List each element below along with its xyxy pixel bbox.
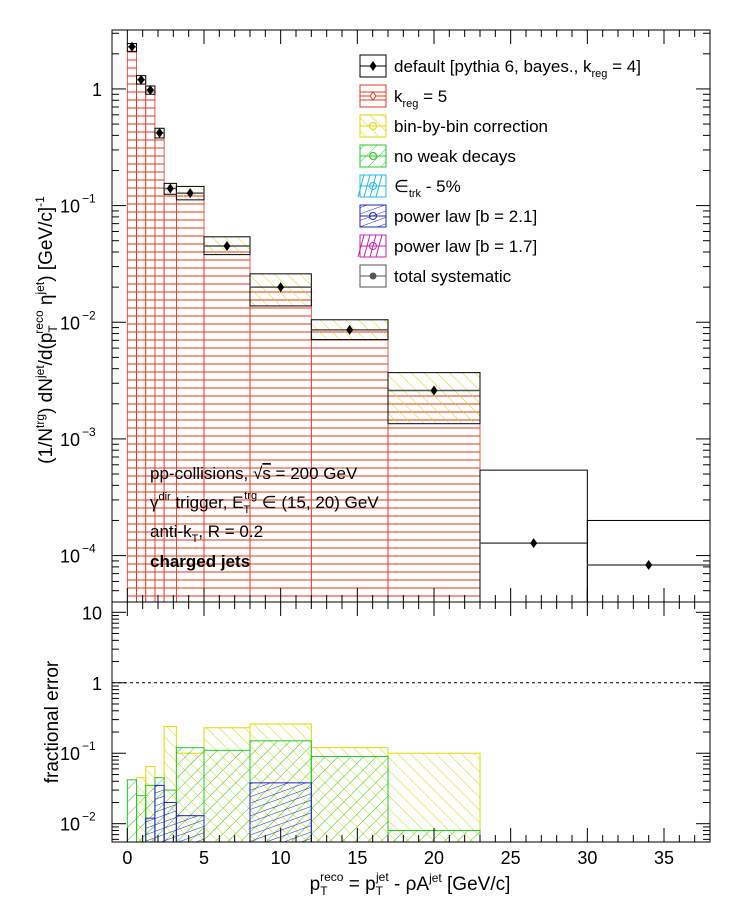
y-tick-exponent: −1 (82, 739, 96, 753)
y-tick-exponent: −3 (82, 425, 96, 439)
data-point-diamond (146, 84, 154, 95)
top-y-axis-label: (1/Ntrg) dNjet/d(pTreco ηjet) [GeV/c]-1 (32, 196, 60, 464)
legend-entry: bin-by-bin correction (359, 114, 548, 138)
data-point-diamond (137, 74, 145, 85)
y-tick-exponent: −4 (82, 542, 96, 556)
legend-label: kreg = 5 (394, 87, 447, 110)
spectrum-panel: 10 −410 −310 −210 −11 (1/Ntrg) dNjet/d(pTrec… (32, 29, 711, 603)
y-tick-exponent: −1 (82, 192, 96, 206)
legend-label: ∈trk - 5% (394, 177, 461, 200)
legend-marker (369, 182, 377, 190)
legend-marker (369, 61, 377, 71)
legend-entry: kreg = 5 (359, 84, 447, 110)
legend-marker (369, 242, 377, 250)
y-tick-label: 10 (82, 603, 102, 623)
legend-entry: no weak decays (359, 144, 516, 168)
legend-entry: power law [b = 2.1] (359, 204, 537, 228)
legend-entry: default [pythia 6, bayes., kreg = 4] (359, 54, 641, 80)
annotation-block: pp-collisions, √s = 200 GeV γdir trigger… (150, 464, 379, 571)
error-bin (387, 752, 481, 843)
legend-label: no weak decays (394, 147, 516, 166)
legend-label: bin-by-bin correction (394, 117, 548, 136)
y-tick-label: 1 (92, 80, 102, 100)
data-point-diamond (530, 538, 538, 549)
y-tick-label: 10 (60, 313, 80, 333)
kreg5-hatch-bin (126, 46, 137, 603)
data-point-diamond (186, 188, 194, 199)
legend-label: power law [b = 1.7] (394, 237, 537, 256)
y-tick-label: 10 (60, 547, 80, 567)
legend-marker (369, 272, 377, 280)
systematic-box (387, 372, 481, 425)
legend-label: power law [b = 2.1] (394, 207, 537, 226)
legend-marker (369, 122, 377, 130)
legend-entry: power law [b = 1.7] (357, 234, 537, 258)
y-tick-label: 10 (60, 430, 80, 450)
x-tick-label: 25 (501, 848, 521, 868)
annotation-jet-type: charged jets (150, 552, 250, 571)
annotation-collision: pp-collisions, √s = 200 GeV (150, 464, 358, 483)
data-point-diamond (128, 41, 136, 52)
error-bin (136, 795, 147, 843)
legend-marker (369, 91, 377, 101)
kreg5-hatch-bin (249, 286, 312, 603)
error-bin (175, 815, 205, 843)
y-tick-label: 1 (92, 674, 102, 694)
data-point-diamond (645, 560, 653, 571)
systematic-box (249, 273, 312, 307)
y-tick-exponent: −2 (82, 810, 96, 824)
data-point-diamond (277, 282, 285, 293)
data-point-diamond (430, 385, 438, 396)
systematic-box (479, 469, 588, 603)
data-point-diamond (346, 324, 354, 335)
error-bin (126, 779, 138, 843)
x-tick-label: 35 (654, 848, 674, 868)
y-tick-label: 10 (60, 815, 80, 835)
error-bin (163, 801, 177, 843)
x-tick-label: 0 (122, 848, 132, 868)
y-tick-label: 10 (60, 744, 80, 764)
legend-marker (369, 152, 377, 160)
bottom-frame (111, 601, 711, 843)
legend-entry: total systematic (359, 264, 512, 288)
error-bin (203, 749, 251, 843)
kreg5-hatch-bin (203, 245, 251, 603)
annotation-trigger: γdir trigger, ETtrg ∈ (15, 20) GeV (150, 490, 379, 516)
error-bin (145, 817, 156, 843)
x-axis-label: pTreco = pTjet - ρAjet [GeV/c] (310, 870, 511, 898)
x-tick-label: 15 (347, 848, 367, 868)
bbb-hatch-band (388, 372, 480, 424)
legend-marker (369, 212, 377, 220)
error-bin (154, 784, 165, 843)
x-tick-label: 30 (577, 848, 597, 868)
legend-label: total systematic (394, 267, 512, 286)
annotation-algorithm: anti-kT, R = 0.2 (150, 522, 263, 545)
error-bin (249, 782, 312, 843)
legend-label: default [pythia 6, bayes., kreg = 4] (394, 57, 641, 80)
error-bin (310, 755, 389, 843)
data-point-diamond (156, 127, 164, 138)
legend: default [pythia 6, bayes., kreg = 4] kreg… (357, 54, 641, 288)
y-tick-label: 10 (60, 197, 80, 217)
kreg5-hatch-bin (310, 329, 389, 603)
x-tick-label: 20 (424, 848, 444, 868)
bottom-y-axis-label: fractional error (42, 660, 63, 783)
data-point-diamond (166, 183, 174, 194)
y-tick-exponent: −2 (82, 308, 96, 322)
legend-entry: ∈trk - 5% (357, 174, 461, 200)
data-point-diamond (223, 241, 231, 252)
x-tick-label: 5 (199, 848, 209, 868)
x-tick-label: 10 (271, 848, 291, 868)
